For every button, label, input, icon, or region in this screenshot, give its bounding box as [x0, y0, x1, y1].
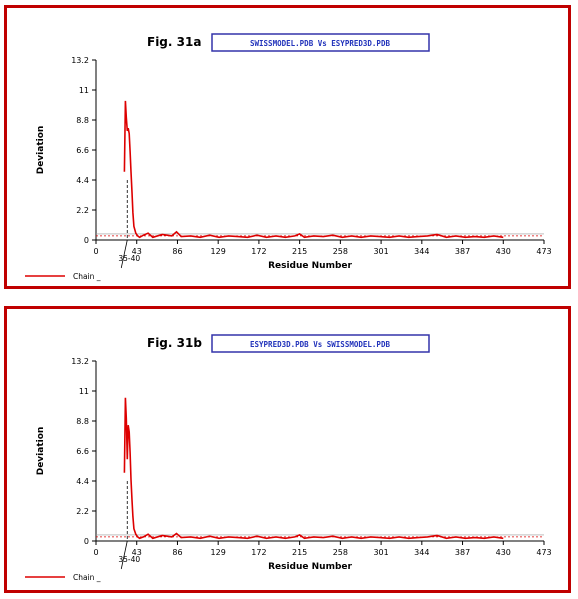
series-line-chain: [123, 397, 504, 540]
chart-title: SWISSMODEL.PDB Vs ESYPRED3D.PDB: [250, 39, 390, 48]
y-tick-label: 6.6: [76, 447, 89, 456]
chart-title: ESYPRED3D.PDB Vs SWISSMODEL.PDB: [250, 340, 390, 349]
y-tick-label: 0: [84, 537, 89, 546]
series-line-chain: [123, 100, 504, 239]
annotation-label: 35-40: [118, 254, 140, 263]
x-tick-label: 301: [373, 548, 388, 557]
x-tick-label: 0: [93, 247, 98, 256]
x-tick-label: 344: [414, 247, 429, 256]
annotation-label: 35-40: [118, 555, 140, 564]
chart-b: Fig. 31b ESYPRED3D.PDB Vs SWISSMODEL.PDB 0…: [25, 334, 552, 582]
y-tick-label: 11: [79, 387, 89, 396]
x-axis-label: Residue Number: [268, 261, 352, 271]
x-tick-label: 387: [455, 247, 470, 256]
x-tick-label: 172: [251, 548, 266, 557]
x-tick-label: 430: [496, 548, 511, 557]
annotation-leader: [120, 239, 128, 269]
chart-title-box: [211, 33, 430, 52]
x-tick-label: 344: [414, 548, 429, 557]
y-axis-label: Deviation: [36, 126, 46, 175]
annotation-leader: [120, 540, 128, 570]
y-tick-label: 4.4: [76, 477, 89, 486]
x-tick-label: 129: [211, 247, 226, 256]
chart-title-box: [211, 334, 430, 353]
figure-label: Fig. 31b: [147, 336, 202, 350]
y-tick-label: 11: [79, 86, 89, 95]
y-tick-label: 8.8: [76, 116, 89, 125]
x-tick-label: 430: [496, 247, 511, 256]
chart-a: Fig. 31a SWISSMODEL.PDB Vs ESYPRED3D.PDB 0…: [25, 33, 552, 281]
x-tick-label: 258: [333, 548, 348, 557]
chart-panel-a: Fig. 31a SWISSMODEL.PDB Vs ESYPRED3D.PDB 0…: [4, 5, 571, 289]
chart-panel-b: Fig. 31b ESYPRED3D.PDB Vs SWISSMODEL.PDB 0…: [4, 306, 571, 593]
y-tick-label: 2.2: [76, 206, 89, 215]
x-tick-label: 258: [333, 247, 348, 256]
legend-label: Chain _: [73, 272, 101, 281]
y-axis-label: Deviation: [36, 427, 46, 476]
x-tick-label: 129: [211, 548, 226, 557]
x-axis-label: Residue Number: [268, 562, 352, 572]
x-tick-label: 215: [292, 247, 307, 256]
figure-label: Fig. 31a: [147, 35, 201, 49]
y-tick-label: 0: [84, 236, 89, 245]
y-tick-label: 8.8: [76, 417, 89, 426]
y-tick-label: 13.2: [71, 357, 89, 366]
y-tick-label: 4.4: [76, 176, 89, 185]
x-tick-label: 43: [132, 548, 142, 557]
y-tick-label: 13.2: [71, 56, 89, 65]
x-tick-label: 301: [373, 247, 388, 256]
x-tick-label: 215: [292, 548, 307, 557]
x-tick-label: 0: [93, 548, 98, 557]
x-tick-label: 172: [251, 247, 266, 256]
y-tick-label: 6.6: [76, 146, 89, 155]
x-tick-label: 43: [132, 247, 142, 256]
x-tick-label: 473: [536, 548, 551, 557]
x-tick-label: 473: [536, 247, 551, 256]
y-tick-label: 2.2: [76, 507, 89, 516]
x-tick-label: 86: [172, 548, 182, 557]
legend-label: Chain _: [73, 573, 101, 582]
x-tick-label: 86: [172, 247, 182, 256]
x-tick-label: 387: [455, 548, 470, 557]
